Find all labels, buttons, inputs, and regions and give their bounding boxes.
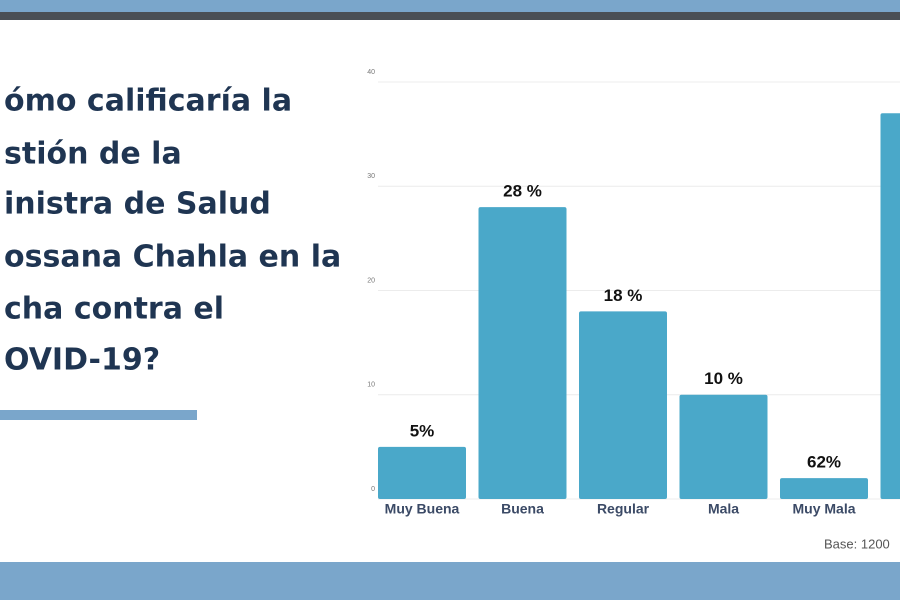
title-block: ómo calificaría la stión de la inistra de … [4,84,341,378]
bar [880,113,900,499]
x-tick-label: Regular [597,501,650,517]
bar [478,207,567,499]
value-label: 18 % [604,286,643,305]
x-tick-label: Mala [708,501,739,517]
y-tick-label: 40 [367,69,375,76]
title-line: cha contra el [4,292,224,327]
base-note: Base: 1200 [824,536,890,551]
title-line: inistra de Salud [4,187,271,222]
value-label: 28 % [503,182,542,201]
x-tick-label: Muy Buena [385,501,460,517]
top-rule [0,12,900,20]
y-tick-label: 0 [371,486,375,493]
x-tick-label: Buena [501,501,544,517]
title-line: stión de la [4,137,182,172]
x-tick-label: Muy Mala [792,501,855,517]
bar [780,478,868,499]
bar [679,394,768,499]
bar [579,311,667,499]
title-line: ómo calificaría la [4,84,292,119]
chart: 0 10 20 30 40 Muy Buena 5% Buena 28 % Regular 18 %… [367,69,900,517]
top-band [0,0,900,12]
title-line: OVID-19? [4,343,160,378]
value-label: 5% [410,421,435,440]
value-label: 10 % [704,369,743,388]
value-label: 62% [807,453,841,472]
title-underline [0,410,197,420]
y-tick-label: 30 [367,173,375,180]
y-tick-label: 20 [367,277,375,284]
bottom-band [0,562,900,600]
bar [378,446,466,499]
y-tick-label: 10 [367,382,375,389]
title-line: ossana Chahla en la [4,240,341,275]
